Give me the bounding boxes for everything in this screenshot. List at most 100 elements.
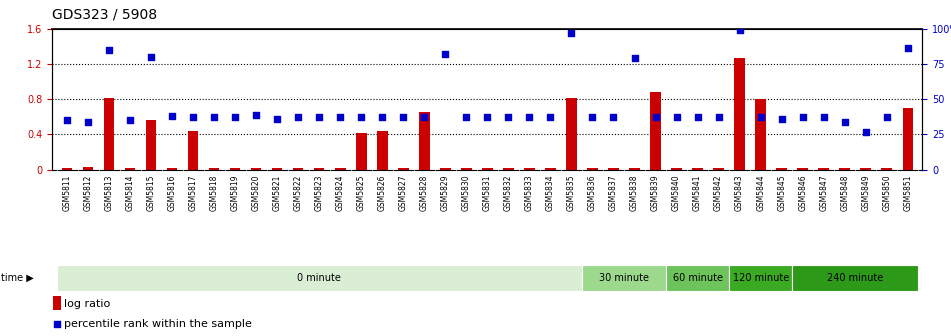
Text: GSM5819: GSM5819 (231, 174, 240, 211)
Point (585, 115, 600, 120)
Bar (609, 168, 619, 170)
Point (901, 46, 916, 51)
Point (690, 115, 706, 120)
Point (417, 115, 432, 120)
Point (185, 115, 201, 120)
Text: GSM5844: GSM5844 (756, 174, 766, 211)
Bar (671, 168, 682, 170)
Bar (83, 167, 93, 170)
Text: GSM5824: GSM5824 (336, 174, 345, 211)
Point (795, 115, 810, 120)
Point (291, 115, 306, 120)
Text: GSM5811: GSM5811 (63, 174, 71, 211)
Bar (62, 168, 72, 170)
Bar (861, 168, 871, 170)
Text: GSM5836: GSM5836 (588, 174, 597, 211)
Bar (230, 168, 241, 170)
Bar (398, 168, 409, 170)
Point (669, 115, 684, 120)
Point (479, 115, 495, 120)
Point (858, 129, 873, 134)
Point (837, 119, 852, 124)
Text: GSM5845: GSM5845 (777, 174, 786, 211)
Text: 120 minute: 120 minute (732, 273, 788, 283)
Text: GSM5823: GSM5823 (315, 174, 323, 211)
Text: 60 minute: 60 minute (672, 273, 723, 283)
Point (81, 119, 96, 124)
Text: GSM5832: GSM5832 (504, 174, 513, 211)
Text: GSM5843: GSM5843 (735, 174, 744, 211)
Point (711, 115, 727, 120)
Bar (314, 168, 324, 170)
Bar (882, 168, 892, 170)
Bar (902, 108, 913, 170)
Bar (545, 168, 555, 170)
Bar (335, 168, 345, 170)
Text: GSM5837: GSM5837 (609, 174, 618, 211)
Text: GSM5814: GSM5814 (126, 174, 135, 211)
Text: GSM5848: GSM5848 (840, 174, 849, 211)
Point (522, 115, 537, 120)
Point (458, 115, 474, 120)
Text: GSM5830: GSM5830 (462, 174, 471, 211)
Text: GSM5820: GSM5820 (252, 174, 261, 211)
Bar (209, 168, 220, 170)
Point (879, 115, 894, 120)
Text: GSM5815: GSM5815 (146, 174, 156, 211)
Point (165, 113, 180, 119)
Point (396, 115, 411, 120)
Text: GSM5831: GSM5831 (483, 174, 492, 211)
Bar (840, 168, 850, 170)
Text: GSM5817: GSM5817 (188, 174, 198, 211)
Text: GSM5835: GSM5835 (567, 174, 576, 211)
Text: GSM5846: GSM5846 (798, 174, 807, 211)
Bar (293, 168, 303, 170)
Point (501, 115, 516, 120)
Bar (125, 168, 135, 170)
Bar (587, 168, 598, 170)
Bar (776, 168, 786, 170)
Point (312, 115, 327, 120)
Bar (166, 168, 178, 170)
Point (144, 54, 159, 59)
Text: 30 minute: 30 minute (599, 273, 649, 283)
Point (732, 27, 747, 33)
Point (59, 118, 74, 123)
Point (123, 118, 138, 123)
Point (305, 229, 320, 235)
Bar (356, 133, 366, 170)
Text: GSM5818: GSM5818 (209, 174, 219, 211)
Point (774, 116, 789, 122)
Point (102, 47, 117, 52)
Bar (377, 131, 388, 170)
Point (269, 116, 284, 122)
Bar (251, 168, 262, 170)
Text: GSM5834: GSM5834 (546, 174, 555, 211)
Point (248, 112, 263, 117)
Point (606, 115, 621, 120)
Bar (566, 98, 576, 170)
Text: GSM5838: GSM5838 (630, 174, 639, 211)
Bar (146, 120, 156, 170)
Bar (503, 168, 514, 170)
Bar (524, 168, 534, 170)
Text: GSM5839: GSM5839 (651, 174, 660, 211)
FancyBboxPatch shape (792, 265, 919, 291)
Point (375, 115, 390, 120)
Point (627, 55, 642, 61)
Point (564, 30, 579, 36)
FancyBboxPatch shape (666, 265, 729, 291)
Bar (713, 168, 724, 170)
Text: GSM5849: GSM5849 (862, 174, 870, 211)
Text: percentile rank within the sample: percentile rank within the sample (65, 319, 252, 329)
Bar (734, 58, 745, 170)
Text: 0 minute: 0 minute (298, 273, 341, 283)
Text: GSM5813: GSM5813 (105, 174, 113, 211)
Text: GSM5827: GSM5827 (398, 174, 408, 211)
Bar (104, 98, 114, 170)
Text: GSM5842: GSM5842 (714, 174, 723, 211)
Point (437, 51, 453, 57)
Text: GDS323 / 5908: GDS323 / 5908 (52, 8, 158, 22)
Bar (650, 92, 661, 170)
Text: log ratio: log ratio (65, 299, 110, 308)
